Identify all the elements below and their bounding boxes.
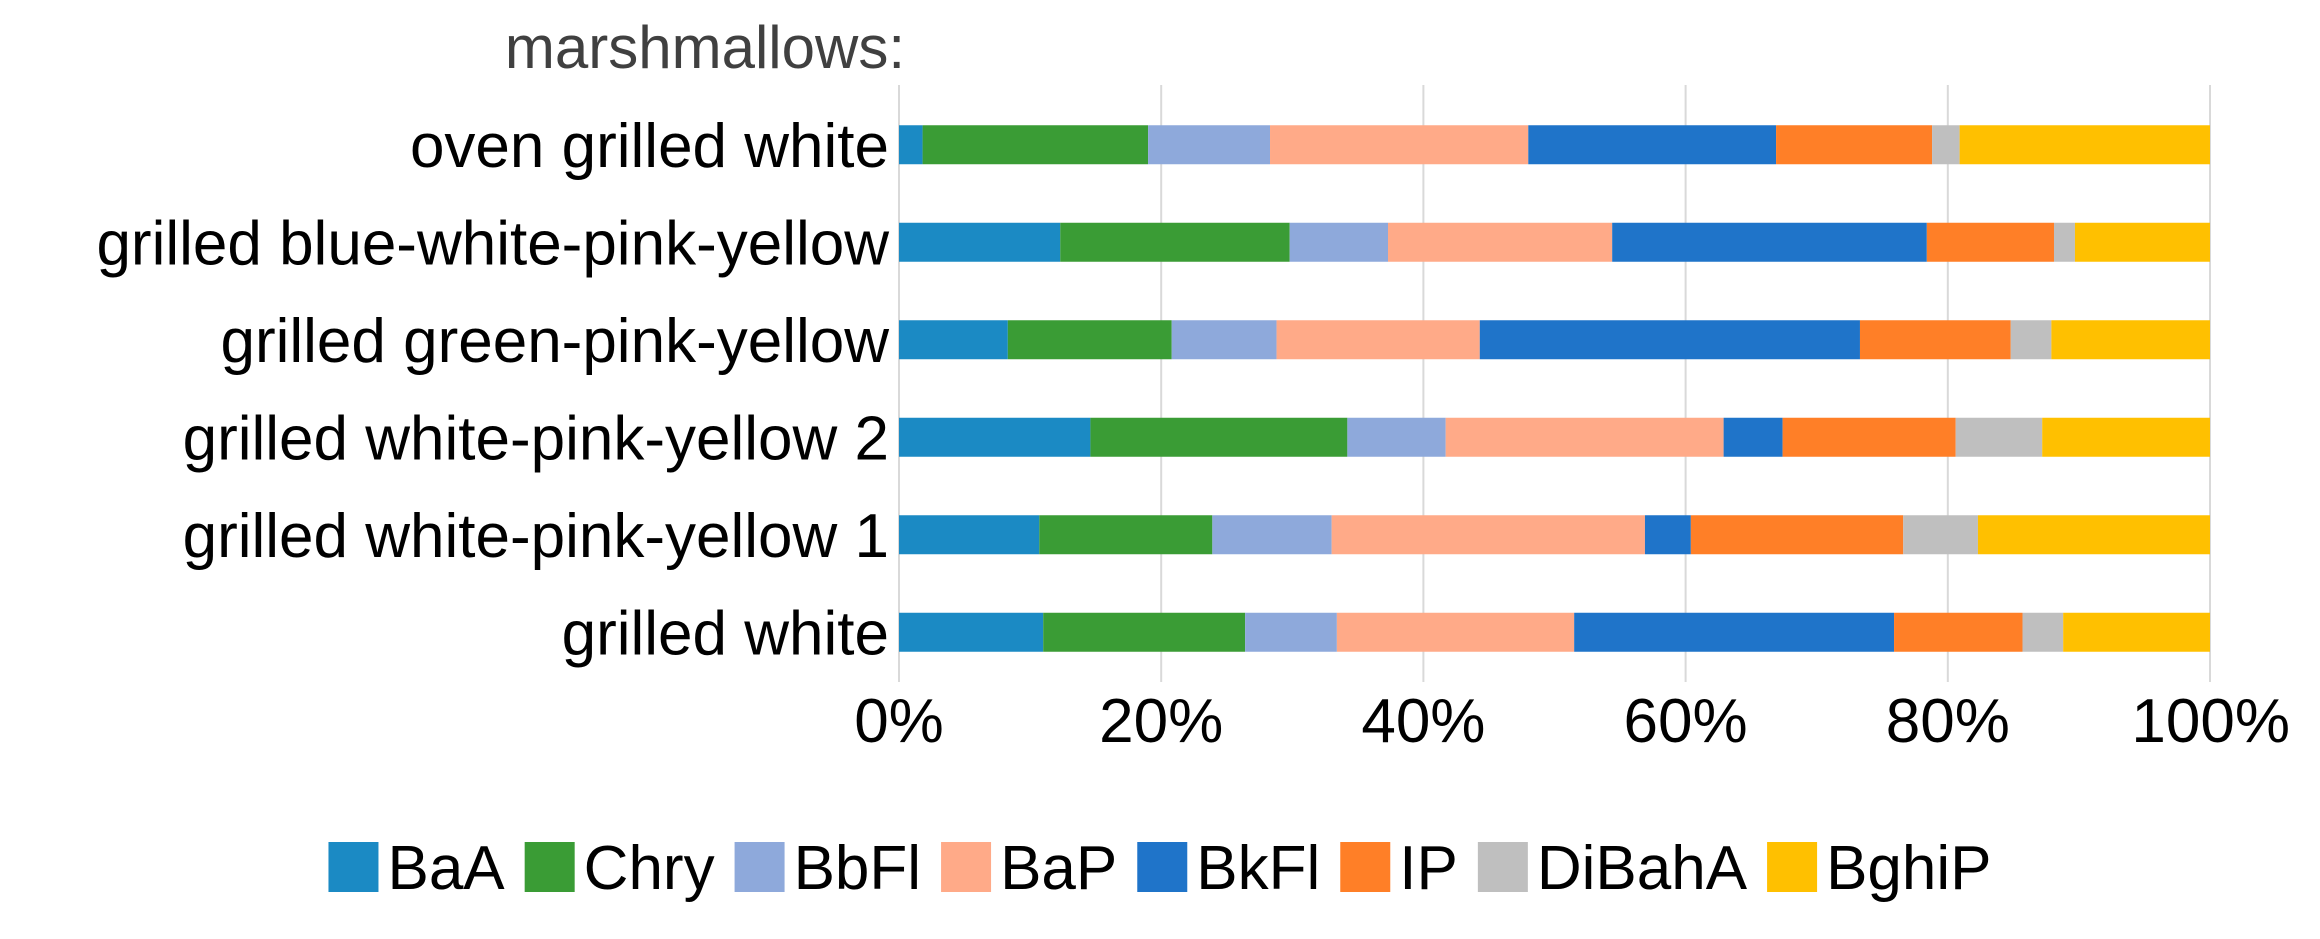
bar-segment-bbfl bbox=[1148, 125, 1271, 165]
gridlines bbox=[898, 85, 2211, 682]
bar-segment-bap bbox=[1336, 612, 1575, 652]
legend-swatch-ip bbox=[1340, 842, 1391, 892]
bar-segment-bbfl bbox=[1347, 417, 1446, 457]
x-tick-label: 60% bbox=[1624, 687, 1748, 756]
bar-segment-dibaha bbox=[2010, 320, 2052, 360]
bar-segment-bghip bbox=[2063, 612, 2210, 652]
legend-label: Chry bbox=[584, 834, 715, 903]
legend-swatch-baa bbox=[328, 842, 379, 892]
bar-segment-baa bbox=[899, 222, 1061, 262]
bar-segment-baa bbox=[899, 417, 1091, 457]
bar-segment-bbfl bbox=[1245, 612, 1337, 652]
bar-segment-bap bbox=[1331, 515, 1645, 555]
x-tick-label: 80% bbox=[1886, 687, 2010, 756]
bar-segment-bkfl bbox=[1479, 320, 1860, 360]
bar-segment-dibaha bbox=[2022, 612, 2064, 652]
category-label: grilled blue-white-pink-yellow bbox=[96, 209, 889, 278]
bar-segment-chry bbox=[1039, 515, 1213, 555]
bar-segment-chry bbox=[1060, 222, 1290, 262]
legend-swatch-dibaha bbox=[1477, 842, 1528, 892]
bar-segment-bap bbox=[1276, 320, 1480, 360]
bar-segment-baa bbox=[899, 612, 1044, 652]
bar-segment-bkfl bbox=[1574, 612, 1895, 652]
category-label: grilled white bbox=[562, 599, 889, 668]
category-label: oven grilled white bbox=[410, 112, 889, 181]
bars bbox=[899, 125, 2210, 652]
bar-segment-baa bbox=[899, 320, 1008, 360]
bar-segment-bap bbox=[1445, 417, 1724, 457]
bar-segment-bkfl bbox=[1723, 417, 1783, 457]
bar-segment-bkfl bbox=[1528, 125, 1777, 165]
legend: BaA Chry BbFl BaP BkFl IP DiBahA BghiP bbox=[328, 834, 1992, 903]
bar-segment-ip bbox=[1894, 612, 2023, 652]
bar-segment-ip bbox=[1782, 417, 1956, 457]
bar-segment-ip bbox=[1859, 320, 2011, 360]
bar-segment-dibaha bbox=[1955, 417, 2043, 457]
bar-segment-ip bbox=[1690, 515, 1904, 555]
legend-swatch-bghip bbox=[1767, 842, 1818, 892]
bar-segment-bbfl bbox=[1289, 222, 1389, 262]
x-tick-label: 100% bbox=[2131, 687, 2290, 756]
bar-segment-bghip bbox=[1977, 515, 2210, 555]
legend-label: BbFl bbox=[794, 834, 921, 903]
category-labels: oven grilled white grilled blue-white-pin… bbox=[96, 112, 889, 669]
category-label: grilled green-pink-yellow bbox=[220, 307, 889, 376]
bar-segment-chry bbox=[1043, 612, 1246, 652]
legend-label: BkFl bbox=[1196, 834, 1320, 903]
legend-swatch-bbfl bbox=[734, 842, 785, 892]
legend-swatch-bkfl bbox=[1137, 842, 1188, 892]
bar-segment-bghip bbox=[2042, 417, 2210, 457]
bar-segment-bkfl bbox=[1644, 515, 1691, 555]
chart-title: marshmallows: bbox=[505, 14, 905, 81]
legend-label: BghiP bbox=[1826, 834, 1991, 903]
category-label: grilled white-pink-yellow 1 bbox=[183, 502, 889, 571]
x-axis-ticks: 0% 20% 40% 60% 80% 100% bbox=[854, 687, 2290, 756]
bar-segment-bkfl bbox=[1612, 222, 1927, 262]
bar-segment-chry bbox=[1007, 320, 1172, 360]
category-label: grilled white-pink-yellow 2 bbox=[183, 404, 889, 473]
bar-segment-bap bbox=[1388, 222, 1613, 262]
bar-segment-bghip bbox=[2074, 222, 2210, 262]
bar-segment-bghip bbox=[2051, 320, 2210, 360]
legend-swatch-bap bbox=[941, 842, 992, 892]
x-tick-label: 20% bbox=[1099, 687, 1223, 756]
legend-label: BaP bbox=[1000, 834, 1117, 903]
bar-segment-chry bbox=[1090, 417, 1348, 457]
legend-label: IP bbox=[1399, 834, 1458, 903]
legend-label: DiBahA bbox=[1537, 834, 1748, 903]
legend-label: BaA bbox=[387, 834, 505, 903]
bar-segment-baa bbox=[899, 515, 1040, 555]
bar-segment-bap bbox=[1270, 125, 1529, 165]
bar-segment-bbfl bbox=[1212, 515, 1332, 555]
bar-segment-dibaha bbox=[1932, 125, 1960, 165]
bar-segment-ip bbox=[1926, 222, 2054, 262]
bar-segment-dibaha bbox=[2053, 222, 2075, 262]
legend-swatch-chry bbox=[524, 842, 575, 892]
x-tick-label: 0% bbox=[854, 687, 944, 756]
bar-segment-bbfl bbox=[1171, 320, 1277, 360]
bar-segment-dibaha bbox=[1903, 515, 1978, 555]
bar-segment-ip bbox=[1776, 125, 1933, 165]
x-tick-label: 40% bbox=[1361, 687, 1485, 756]
bar-segment-bghip bbox=[1959, 125, 2210, 165]
bar-segment-chry bbox=[922, 125, 1149, 165]
bar-segment-baa bbox=[899, 125, 923, 165]
